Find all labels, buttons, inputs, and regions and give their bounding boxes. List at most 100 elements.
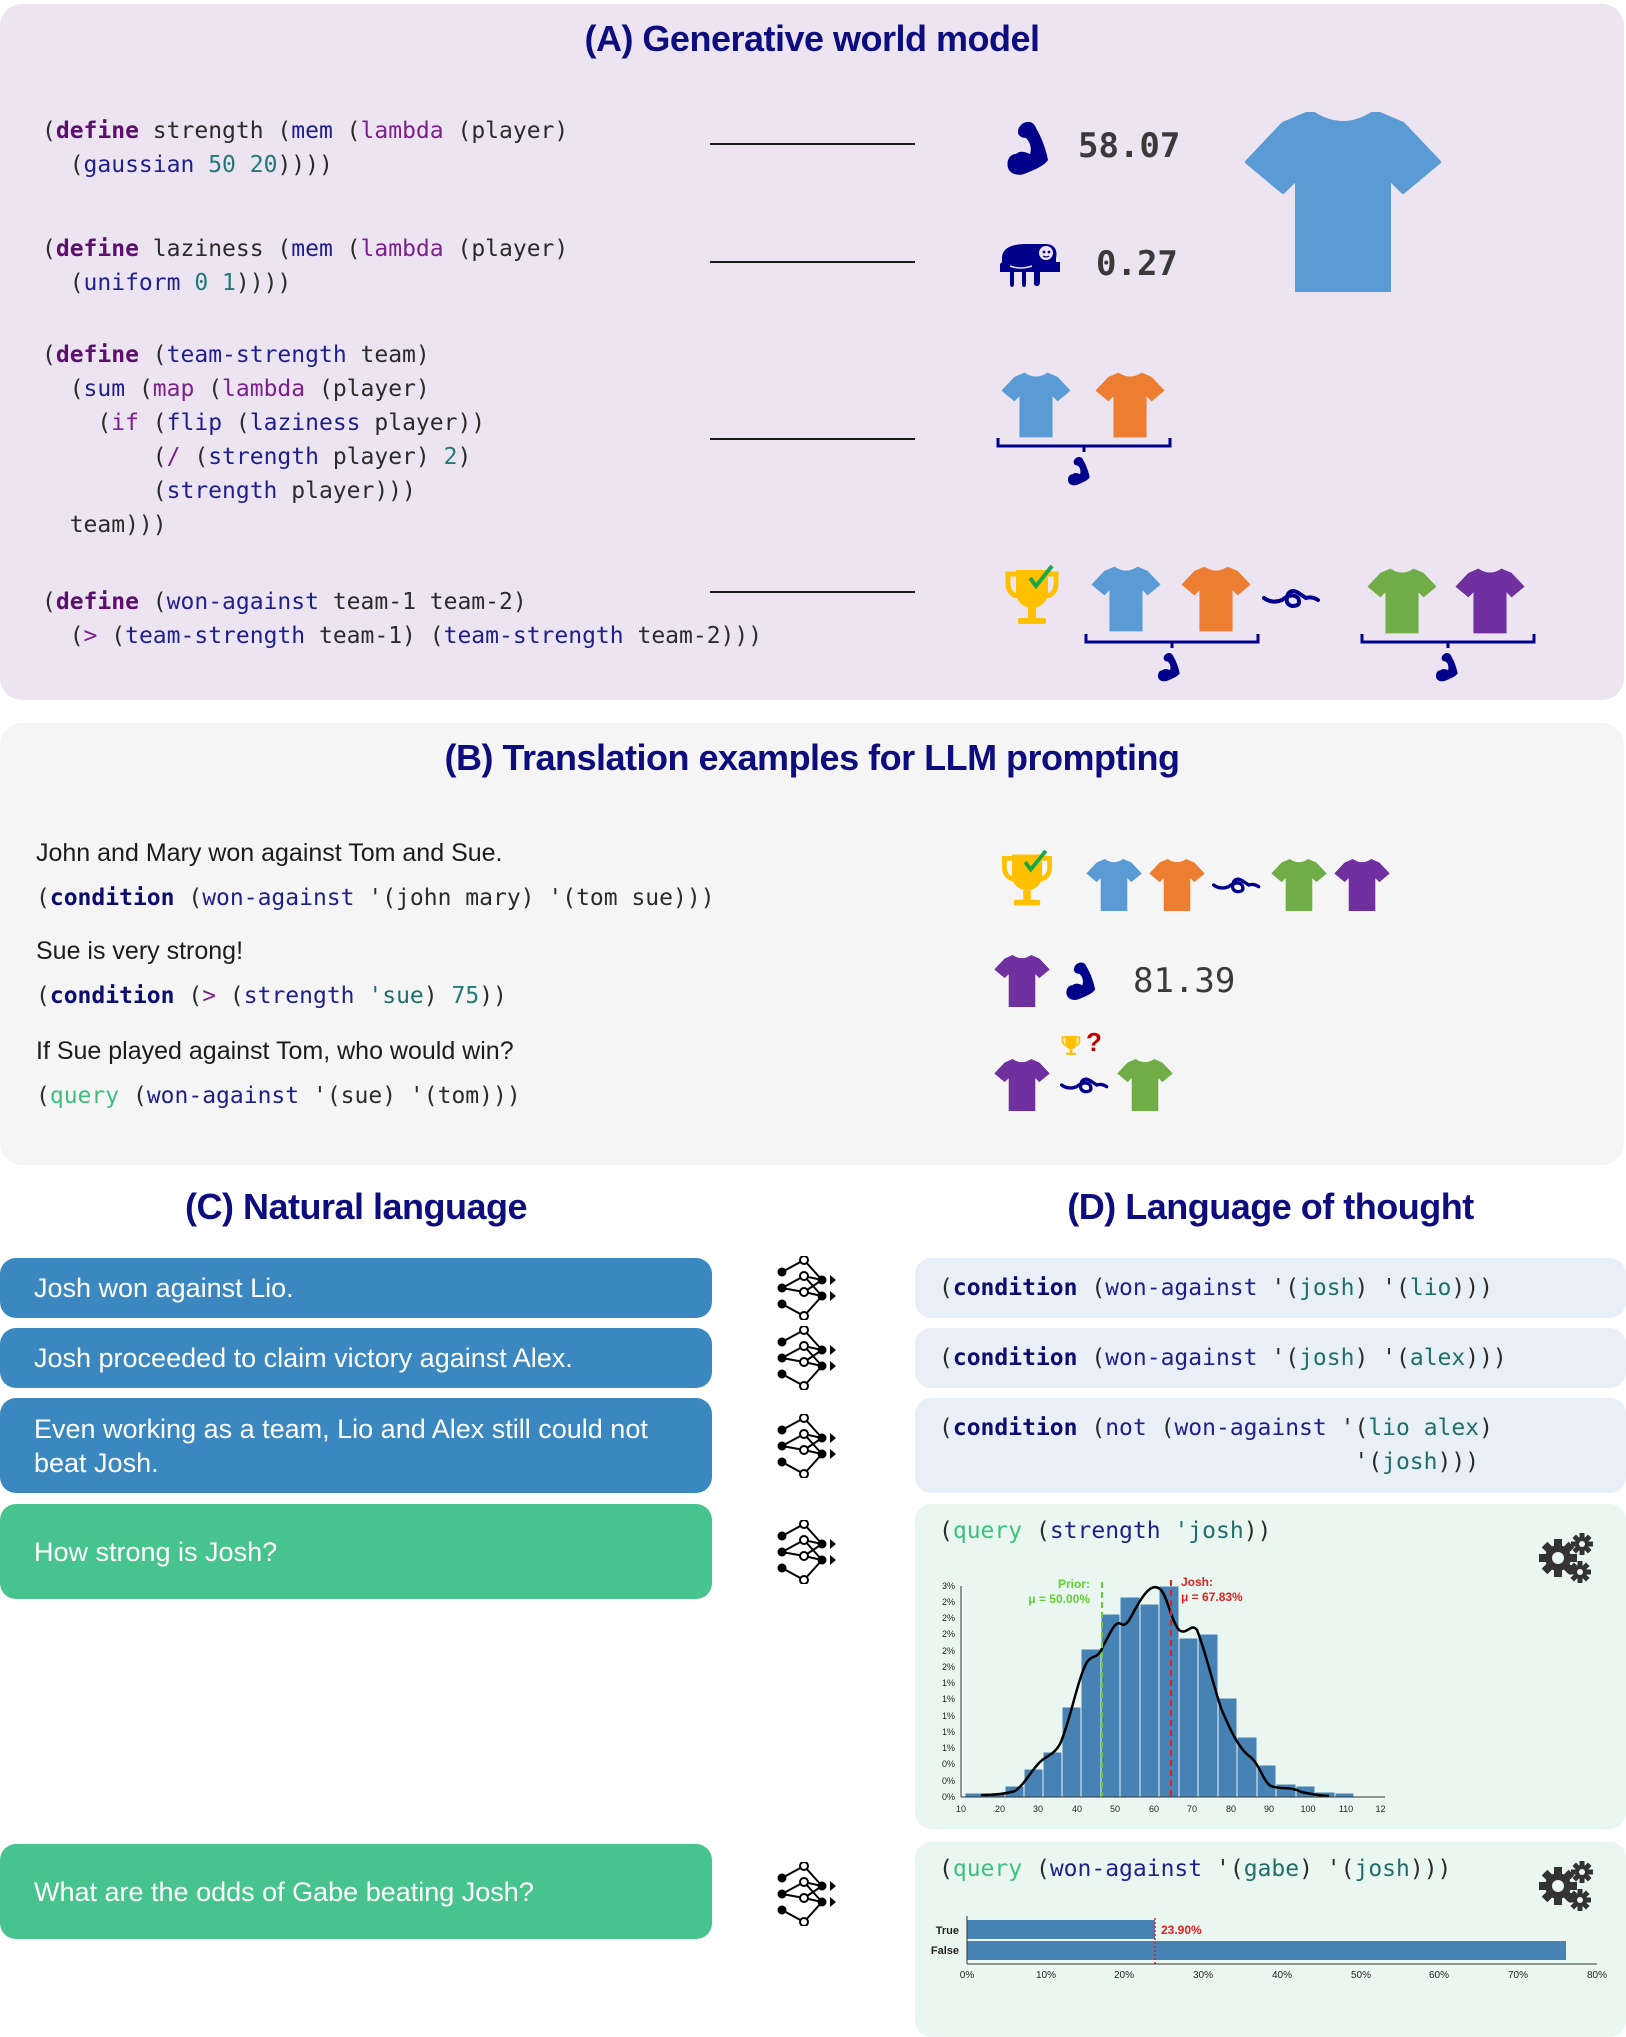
question-mark-icon: ? [1086,1027,1102,1057]
svg-text:True: True [936,1925,959,1937]
example-code-2: (condition (> (strength 'sue) 75)) [36,983,507,1009]
svg-text:50: 50 [1110,1804,1120,1814]
svg-text:1%: 1% [942,1727,955,1737]
knot-versus-icon [1212,875,1262,895]
lot-code: (query (strength 'josh)) [939,1518,1272,1544]
svg-text:90: 90 [1264,1804,1274,1814]
tshirt-icon-green [1116,1059,1174,1111]
tshirt-icon-orange [1180,566,1252,632]
svg-text:20%: 20% [1114,1970,1134,1981]
svg-text:60%: 60% [1429,1970,1449,1981]
utterance-text: Josh proceeded to claim victory against … [34,1343,573,1373]
svg-text:2%: 2% [942,1662,955,1672]
connector-line [710,438,915,440]
strength-histogram-chart: Prior: μ = 50.00% Josh: μ = 67.83% 0% 0% 0… [942,1575,1385,1814]
connector-line [710,261,915,263]
prior-label: Prior: [1058,1577,1090,1591]
tshirt-icon-purple [993,1059,1051,1111]
svg-text:80: 80 [1226,1804,1236,1814]
panel-a-title: (A) Generative world model [584,18,1040,59]
connector-line [710,591,915,593]
svg-text:2%: 2% [942,1597,955,1607]
panel-generative-world-model: (A) Generative world model (define stren… [0,4,1624,700]
code-define-team-strength: (define (team-strength team) (sum (map (… [42,342,486,538]
example-text-1: John and Mary won against Tom and Sue. [36,839,503,867]
tshirt-icon-green [1366,568,1438,634]
example-code-3: (query (won-against '(sue) '(tom))) [36,1083,521,1109]
svg-text:50%: 50% [1351,1970,1371,1981]
lot-condition-2: (condition (won-against '(josh) '(alex))… [915,1328,1626,1388]
connector-line [710,143,915,145]
code-define-strength: (define strength (mem (lambda (player) (… [42,118,569,178]
code-define-won-against: (define (won-against team-1 team-2) (> (… [42,589,763,649]
neural-network-icon [774,1256,842,1320]
svg-text:20: 20 [995,1804,1005,1814]
prior-mean-label: μ = 50.00% [1028,1592,1090,1606]
utterance-text: Josh won against Lio. [34,1273,294,1303]
example-text-2: Sue is very strong! [36,937,244,965]
utterance-query-1[interactable]: How strong is Josh? [0,1504,712,1599]
gears-icon[interactable] [1538,1860,1598,1916]
gears-icon[interactable] [1538,1532,1598,1588]
lot-code: (condition (not (won-against '(lio alex)… [939,1415,1493,1475]
svg-text:2%: 2% [942,1613,955,1623]
lot-code: (condition (won-against '(josh) '(alex))… [939,1345,1507,1371]
lot-code: (query (won-against '(gabe) '(josh))) [939,1856,1452,1882]
code-define-laziness: (define laziness (mem (lambda (player) (… [42,236,569,296]
svg-text:30%: 30% [1193,1970,1213,1981]
knot-versus-icon [1262,586,1322,610]
svg-text:1%: 1% [942,1694,955,1704]
lot-condition-1: (condition (won-against '(josh) '(lio))) [915,1258,1626,1318]
lot-query-won-against: (query (won-against '(gabe) '(josh))) 23… [915,1842,1626,2037]
josh-mean-label: μ = 67.83% [1181,1590,1243,1604]
svg-text:1%: 1% [942,1743,955,1753]
tshirt-icon-blue [1000,372,1072,438]
svg-text:10: 10 [956,1804,966,1814]
utterance-text: Even working as a team, Lio and Alex sti… [34,1413,648,1478]
lot-query-strength: (query (strength 'josh)) [915,1504,1626,1829]
flexed-biceps-icon [1066,456,1092,486]
neural-network-icon [774,1414,842,1478]
svg-text:40%: 40% [1272,1970,1292,1981]
svg-text:3%: 3% [942,1581,955,1591]
utterance-condition-3[interactable]: Even working as a team, Lio and Alex sti… [0,1398,712,1493]
svg-text:2%: 2% [942,1629,955,1639]
svg-text:70: 70 [1187,1804,1197,1814]
svg-text:110: 110 [1339,1804,1353,1814]
panel-b-title: (B) Translation examples for LLM prompti… [444,737,1180,778]
svg-text:10%: 10% [1036,1970,1056,1981]
tshirt-icon-blue [1085,859,1143,911]
utterance-text: How strong is Josh? [34,1536,278,1567]
panel-translation-examples: (B) Translation examples for LLM prompti… [0,723,1624,1165]
laziness-value: 0.27 [1096,244,1178,284]
tshirt-icon-purple [1333,859,1391,911]
panel-c-title: (C) Natural language [184,1186,528,1227]
utterance-condition-2[interactable]: Josh proceeded to claim victory against … [0,1328,712,1388]
neural-network-icon [774,1862,842,1926]
svg-text:1%: 1% [942,1678,955,1688]
utterance-text: What are the odds of Gabe beating Josh? [34,1876,534,1907]
example-text-3: If Sue played against Tom, who would win… [36,1037,514,1065]
utterance-condition-1[interactable]: Josh won against Lio. [0,1258,712,1318]
true-percentage-label: 23.90% [1161,1923,1202,1937]
svg-text:100: 100 [1300,1804,1315,1814]
lot-code: (condition (won-against '(josh) '(lio))) [939,1275,1493,1301]
utterance-query-2[interactable]: What are the odds of Gabe beating Josh? [0,1844,712,1939]
neural-network-icon [774,1326,842,1390]
example-code-1: (condition (won-against '(john mary) '(t… [36,885,715,911]
tshirt-icon-orange [1148,859,1206,911]
tshirt-icon-large [1243,112,1443,292]
flexed-biceps-icon [1064,961,1098,1001]
svg-text:2%: 2% [942,1646,955,1656]
svg-text:0%: 0% [960,1970,975,1981]
svg-text:0%: 0% [942,1759,955,1769]
josh-label: Josh: [1181,1575,1213,1589]
svg-text:70%: 70% [1508,1970,1528,1981]
flexed-biceps-icon [1156,652,1182,682]
team-bracket [1084,634,1260,648]
team-bracket [996,438,1172,452]
svg-text:0%: 0% [942,1792,955,1802]
lot-condition-3: (condition (not (won-against '(lio alex)… [915,1398,1626,1493]
sue-strength-value: 81.39 [1133,961,1236,1001]
panel-d-title: (D) Language of thought [1067,1186,1474,1227]
